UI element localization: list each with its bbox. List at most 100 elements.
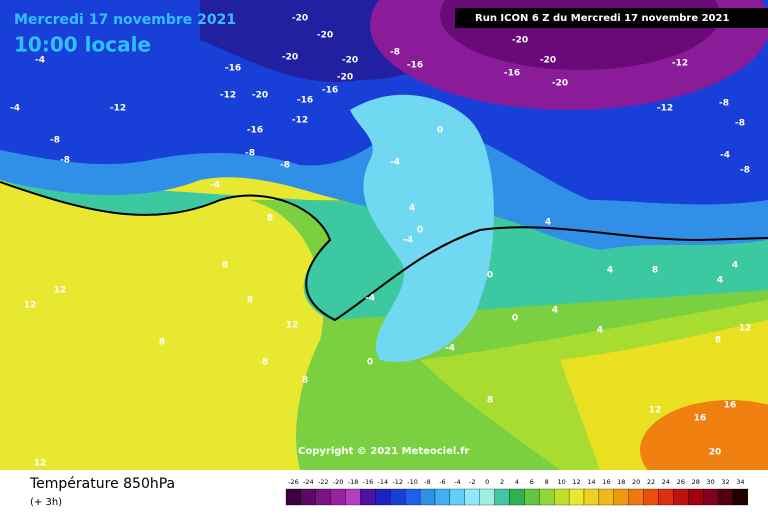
legend-label: -12 [392, 478, 403, 486]
legend-label: 8 [545, 478, 549, 486]
legend-swatch [509, 488, 525, 506]
legend-label: 2 [500, 478, 504, 486]
temperature-label: -4 [720, 151, 730, 161]
legend-label: -2 [469, 478, 475, 486]
temperature-label: -4 [390, 158, 400, 168]
legend-label: -26 [288, 478, 299, 486]
temperature-label: -8 [390, 48, 400, 58]
temperature-label: 0 [417, 226, 423, 236]
temperature-label: 4 [717, 276, 723, 286]
temperature-label: -4 [10, 104, 20, 114]
legend-label: -16 [363, 478, 374, 486]
legend-label: 12 [572, 478, 580, 486]
legend-label: 32 [721, 478, 729, 486]
temperature-label: -8 [280, 161, 290, 171]
legend-label: 6 [530, 478, 534, 486]
legend-label: 0 [485, 478, 489, 486]
legend-swatch [732, 488, 749, 506]
temperature-label: 0 [512, 314, 518, 324]
temperature-label: 0 [437, 126, 443, 136]
legend-swatch [703, 488, 719, 506]
temperature-label: -4 [365, 294, 375, 304]
temperature-label: -4 [445, 344, 455, 354]
legend-swatch [330, 488, 346, 506]
temperature-label: -8 [50, 136, 60, 146]
legend-swatch [613, 488, 629, 506]
temperature-label: 4 [552, 306, 558, 316]
legend-swatch [449, 488, 465, 506]
legend-label: 4 [515, 478, 519, 486]
legend-swatch [494, 488, 510, 506]
run-info: Run ICON 6 Z du Mercredi 17 novembre 202… [475, 13, 729, 24]
zone-cyan [350, 94, 494, 362]
legend-label: 16 [602, 478, 610, 486]
temperature-label: -12 [672, 59, 688, 69]
temperature-label: -20 [282, 53, 298, 63]
temperature-label: 4 [597, 326, 603, 336]
legend-swatch [673, 488, 689, 506]
temperature-label: 12 [286, 321, 299, 331]
temperature-label: -20 [512, 36, 528, 46]
temperature-label: 8 [652, 266, 658, 276]
legend-swatch [375, 488, 391, 506]
legend-label: -10 [407, 478, 418, 486]
temperature-label: -20 [252, 91, 268, 101]
legend-label: 22 [647, 478, 655, 486]
legend-swatch [688, 488, 704, 506]
zone-teal [0, 180, 768, 320]
legend-label: 14 [587, 478, 595, 486]
temperature-label: 0 [487, 271, 493, 281]
temperature-label: 4 [409, 204, 415, 214]
header-time: 10:00 locale [14, 33, 151, 57]
temperature-label: 4 [607, 266, 613, 276]
temperature-label: -8 [740, 166, 750, 176]
temperature-label: 8 [267, 214, 273, 224]
temperature-label: 8 [487, 396, 493, 406]
temperature-label: 8 [302, 376, 308, 386]
temperature-label: 0 [367, 358, 373, 368]
temperature-label: 12 [34, 459, 47, 469]
legend-swatch [434, 488, 451, 506]
legend-swatch [643, 488, 659, 506]
header-date: Mercredi 17 novembre 2021 [14, 12, 236, 28]
run-box [455, 8, 768, 28]
temperature-label: -4 [210, 181, 220, 191]
legend-label: -22 [318, 478, 329, 486]
temperature-label: 8 [262, 358, 268, 368]
temperature-label: -4 [403, 236, 413, 246]
legend-label: 24 [662, 478, 670, 486]
legend-swatch [360, 488, 376, 506]
temperature-label: 4 [732, 261, 738, 271]
legend-swatch [405, 488, 421, 506]
temperature-label: -16 [407, 61, 423, 71]
zero-isotherm [0, 181, 768, 322]
temperature-label: -12 [292, 116, 308, 126]
footer-title: Température 850hPa [29, 476, 175, 492]
legend-swatch [658, 488, 674, 506]
legend-label: -18 [348, 478, 359, 486]
legend-swatch [300, 488, 316, 506]
temperature-label: -20 [337, 73, 353, 83]
legend-label: -8 [424, 478, 430, 486]
footer-subtitle: (+ 3h) [30, 497, 62, 508]
temperature-label: 4 [545, 218, 551, 228]
temperature-label: 8 [222, 261, 228, 271]
temperature-label: -4 [35, 56, 45, 66]
legend-swatch [583, 488, 600, 506]
legend-swatch [568, 488, 585, 506]
legend-label: 34 [736, 478, 744, 486]
legend-swatch [285, 488, 302, 506]
copyright: Copyright © 2021 Meteociel.fr [298, 446, 469, 457]
legend-label: -14 [378, 478, 389, 486]
legend-label: 18 [617, 478, 625, 486]
temperature-label: -8 [735, 119, 745, 129]
temperature-label: -8 [719, 99, 729, 109]
legend-label: 28 [692, 478, 700, 486]
temperature-label: -12 [657, 104, 673, 114]
legend-swatch [345, 488, 361, 506]
temperature-label: -20 [292, 14, 308, 24]
temperature-label: 8 [247, 296, 253, 306]
temperature-label: 16 [724, 401, 737, 411]
